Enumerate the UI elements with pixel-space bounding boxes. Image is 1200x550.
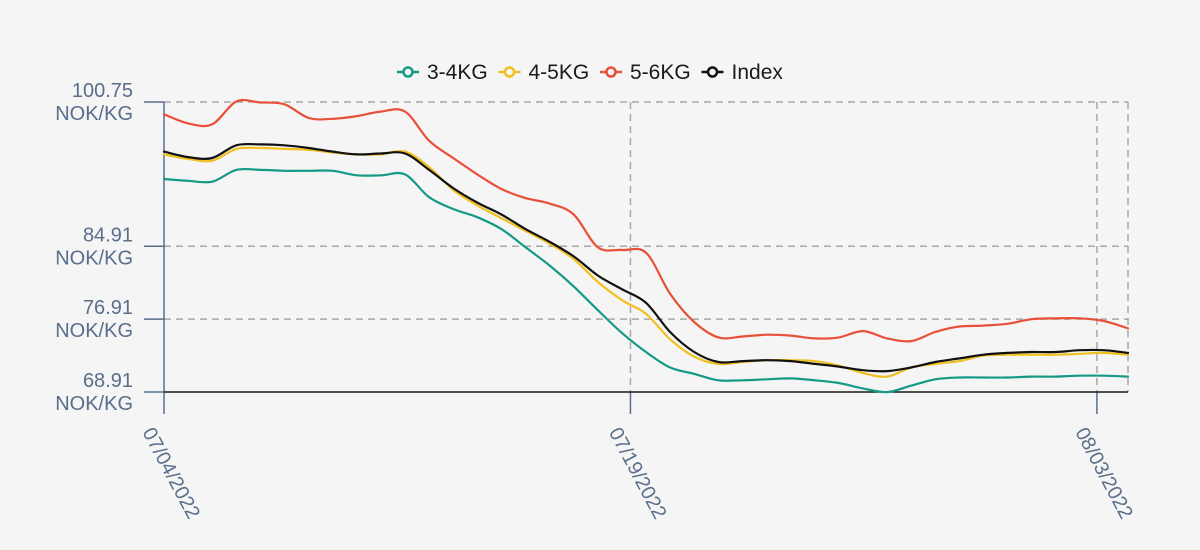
y-tick-label: 76.91 [83, 297, 133, 319]
x-tick-label: 08/03/2022 [1070, 424, 1136, 523]
legend-label: 4-5KG [529, 61, 590, 84]
x-tick-label: 07/04/2022 [138, 424, 204, 523]
y-tick-label: 68.91 [83, 370, 133, 392]
axes: 100.75NOK/KG84.91NOK/KG76.91NOK/KG68.91N… [55, 80, 1137, 523]
legend-item-5-6kg[interactable]: 5-6KG [600, 61, 691, 84]
series-line-5-6kg [162, 98, 1130, 343]
grid [164, 101, 1129, 392]
x-tick-label: 07/19/2022 [604, 424, 670, 523]
legend-label: 5-6KG [630, 61, 691, 84]
y-tick-unit: NOK/KG [55, 103, 133, 125]
y-tick-unit: NOK/KG [55, 247, 133, 269]
series-line-index [162, 142, 1130, 373]
series-line-3-4kg [162, 167, 1130, 394]
legend-item-4-5kg[interactable]: 4-5KG [498, 61, 590, 84]
legend-marker-icon [605, 66, 617, 78]
legend-marker-icon [706, 66, 719, 78]
y-tick-unit: NOK/KG [55, 320, 133, 342]
series-lines [162, 98, 1130, 394]
legend-label: Index [732, 61, 784, 84]
y-tick-unit: NOK/KG [55, 393, 133, 415]
y-tick-label: 84.91 [83, 224, 133, 246]
series-line-4-5kg [162, 146, 1130, 378]
y-tick-label: 100.75 [72, 80, 133, 102]
legend: 3-4KG 4-5KG 5-6KG Index [397, 61, 783, 84]
legend-item-3-4kg[interactable]: 3-4KG [397, 61, 488, 84]
legend-label: 3-4KG [427, 61, 488, 84]
legend-marker-icon [402, 66, 414, 78]
legend-marker-icon [503, 66, 516, 78]
legend-item-index[interactable]: Index [701, 61, 784, 84]
